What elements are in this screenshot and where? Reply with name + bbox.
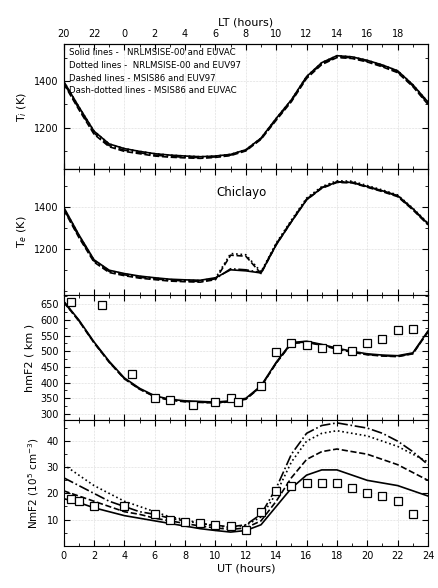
Text: Solid lines -   NRLMSISE-00 and EUVAC
Dotted lines -  NRLMSISE-00 and EUV97
Dash: Solid lines - NRLMSISE-00 and EUVAC Dott… — [69, 48, 240, 95]
X-axis label: UT (hours): UT (hours) — [216, 563, 275, 573]
Y-axis label: T$_i$ (K): T$_i$ (K) — [15, 92, 28, 122]
Y-axis label: T$_e$ (K): T$_e$ (K) — [15, 216, 28, 249]
X-axis label: LT (hours): LT (hours) — [218, 17, 273, 27]
Y-axis label: NmF2 (10$^5$ cm$^{-3}$): NmF2 (10$^5$ cm$^{-3}$) — [26, 437, 41, 529]
Text: Chiclayo: Chiclayo — [216, 186, 266, 199]
Y-axis label: hmF2 ( km ): hmF2 ( km ) — [25, 323, 35, 392]
